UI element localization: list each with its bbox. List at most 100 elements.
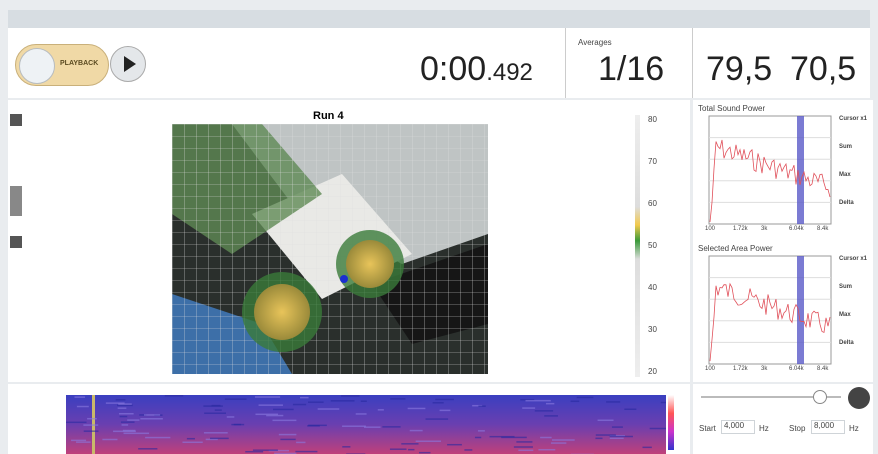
scale-label: 20 (648, 367, 657, 376)
x-label: 3k (761, 366, 768, 372)
speckle (382, 426, 401, 428)
speckle (278, 433, 297, 436)
play-icon (124, 56, 136, 72)
speckle (224, 398, 247, 400)
speckle (83, 430, 99, 432)
speckle (226, 416, 235, 418)
side-label: Max (839, 172, 851, 178)
scale-label: 30 (648, 325, 657, 334)
speckle (308, 401, 324, 403)
stop-label: Stop (789, 424, 806, 433)
x-label: 8.4k (817, 226, 829, 232)
speckle (115, 399, 126, 401)
speckle (408, 448, 415, 451)
stop-input[interactable]: 8,000 (811, 420, 845, 434)
play-button[interactable] (110, 46, 146, 82)
level-1: 79,5 (706, 50, 773, 88)
speckle (211, 404, 221, 407)
speckle (308, 424, 327, 427)
side-tools (10, 110, 28, 310)
speckle (122, 429, 136, 432)
panel-title: Total Sound Power (698, 104, 766, 113)
speckle (477, 430, 485, 432)
scale-label: 40 (648, 283, 657, 292)
selected-band (797, 116, 804, 224)
side-label: Max (839, 312, 851, 318)
speckle (407, 407, 426, 410)
speckle (245, 450, 264, 453)
start-input[interactable]: 4,000 (721, 420, 755, 434)
speckle (117, 407, 127, 409)
speckle (182, 441, 203, 444)
speckle (164, 395, 184, 397)
speckle (624, 408, 637, 410)
speckle (390, 398, 406, 400)
speckle (447, 443, 462, 446)
speckle (513, 446, 533, 448)
speckle (501, 436, 527, 439)
playback-button[interactable]: PLAYBACK (15, 44, 109, 86)
x-label: 1.72k (733, 226, 748, 232)
speckle (595, 437, 603, 440)
side-label: Cursor x1 (839, 116, 868, 122)
speckle (280, 438, 296, 441)
speckle (138, 448, 158, 450)
power-chart (708, 255, 832, 365)
time: 0:00 (420, 50, 487, 88)
power-chart (708, 115, 832, 225)
x-label: 6.04k (789, 226, 804, 232)
speckle (74, 396, 86, 398)
speckle (231, 423, 245, 426)
speckle (252, 449, 278, 451)
speckle (268, 449, 290, 452)
speckle (127, 419, 140, 421)
range-slider[interactable] (813, 390, 827, 404)
speckle (76, 441, 91, 443)
speckle (71, 439, 87, 442)
speckle (140, 418, 163, 420)
speckle (341, 395, 360, 397)
speckle (642, 446, 652, 449)
speckle (330, 400, 355, 402)
color-scale (635, 115, 640, 377)
speckle (186, 437, 195, 440)
speckle (66, 421, 87, 424)
speckle (538, 448, 556, 451)
speckle (317, 408, 340, 410)
selected-band (797, 256, 804, 364)
speckle (544, 415, 558, 417)
time-display: 0:00.492 (420, 50, 533, 89)
camera-image (172, 124, 488, 374)
plot-bg (708, 255, 832, 365)
speckle (550, 442, 567, 444)
x-label: 100 (705, 366, 716, 372)
speckle (266, 414, 284, 417)
speckle (360, 400, 367, 402)
speckle (118, 403, 132, 405)
speckle (342, 425, 366, 427)
scale-label: 60 (648, 199, 657, 208)
range-panel: Start 4,000 Hz Stop 8,000 Hz (693, 384, 873, 454)
speckle (609, 437, 624, 440)
speckle (525, 399, 551, 402)
apply-button[interactable] (848, 387, 870, 409)
speckle (595, 434, 616, 436)
speckle (355, 413, 367, 415)
view-title: Run 4 (313, 110, 344, 122)
speckle (102, 438, 118, 441)
speckle (205, 438, 218, 441)
speckle (377, 409, 384, 411)
speckle (432, 402, 444, 404)
speckle (342, 446, 351, 448)
speckle (540, 436, 552, 439)
speckle (389, 448, 407, 450)
speckle (418, 451, 431, 454)
speckle (609, 435, 633, 438)
scale-label: 50 (648, 241, 657, 250)
side-label: Delta (839, 340, 854, 346)
speckle (272, 419, 297, 422)
speckle (76, 405, 89, 408)
speckle (204, 412, 226, 414)
speckle (551, 439, 575, 441)
speckle (121, 424, 129, 426)
